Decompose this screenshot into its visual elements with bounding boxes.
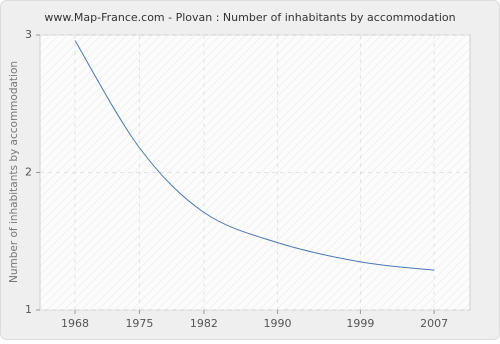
- y-tick-label: 1: [25, 303, 32, 316]
- line-series: [74, 40, 435, 271]
- x-tick-label: 1990: [264, 317, 292, 330]
- x-tick-label: 1982: [190, 317, 218, 330]
- y-axis-label: Number of inhabitants by accommodation: [8, 61, 20, 283]
- plot-area: [39, 34, 471, 311]
- x-tick-label: 1999: [346, 317, 374, 330]
- chart-title: www.Map-France.com - Plovan : Number of …: [44, 11, 455, 24]
- x-tick-label: 1975: [125, 317, 153, 330]
- y-tick-label: 2: [25, 166, 32, 179]
- x-tick-label: 2007: [420, 317, 448, 330]
- y-tick-label: 3: [25, 28, 32, 41]
- x-tick-label: 1968: [61, 317, 89, 330]
